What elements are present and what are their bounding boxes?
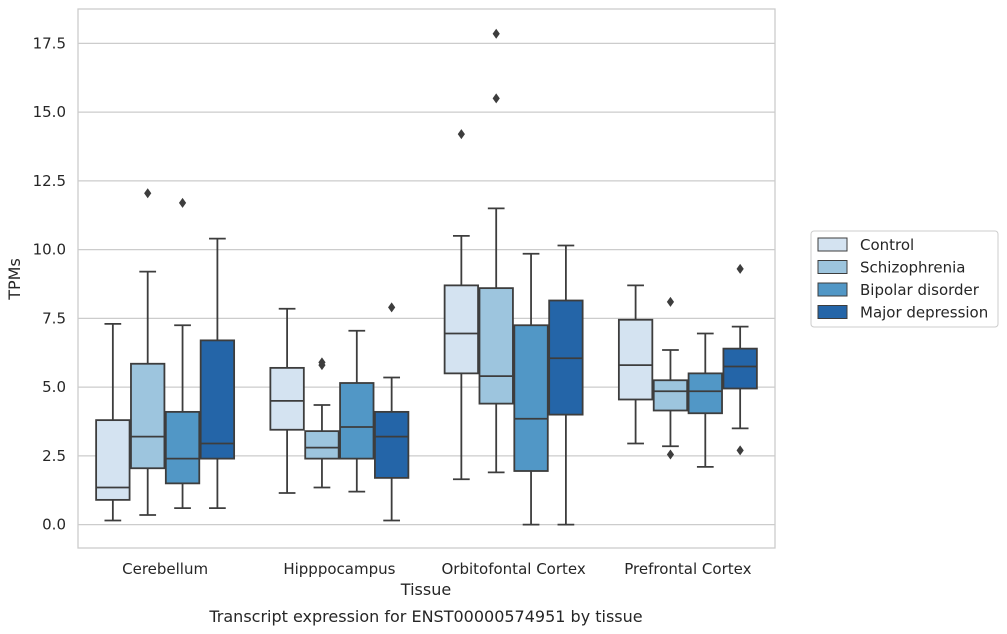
box-3-4 (687, 332, 723, 468)
legend-label: Control (860, 236, 914, 254)
box-1-3 (443, 129, 479, 481)
box-4-1 (199, 237, 236, 510)
y-tick-label: 0.0 (42, 516, 66, 534)
outlier-point (457, 129, 465, 140)
box-3-1 (164, 197, 201, 510)
y-tick-label: 5.0 (42, 378, 66, 396)
outlier-point (178, 197, 187, 208)
box (374, 410, 410, 479)
box-3-3 (513, 252, 549, 526)
legend-label: Major depression (860, 304, 988, 322)
y-tick-label: 10.0 (33, 241, 66, 259)
legend-label: Schizophrenia (860, 259, 965, 277)
y-axis-title: TPMs (5, 258, 24, 301)
y-tick-label: 12.5 (33, 172, 66, 190)
box-4-3 (548, 244, 584, 526)
outlier-point (736, 263, 744, 274)
outlier-point (318, 357, 326, 368)
legend-swatch (817, 237, 848, 252)
outlier-point (736, 445, 744, 456)
x-axis-title: Tissue (400, 580, 451, 599)
legend: Control Schizophrenia Bipolar disorder Majo… (810, 230, 999, 328)
box-2-1 (130, 188, 166, 516)
legend-frame (810, 230, 999, 328)
x-tick-labels: Cerebellum Hipppocampus Orbitofontal Corte… (122, 560, 751, 578)
legend-swatch (817, 282, 848, 297)
x-tick-label: Prefrontal Cortex (624, 560, 751, 578)
box-1-2 (269, 307, 305, 494)
box (95, 419, 131, 501)
box (304, 430, 340, 460)
outlier-point (388, 302, 396, 313)
y-tick-label: 15.0 (33, 103, 66, 121)
box-1-1 (95, 322, 131, 522)
outlier-point (144, 188, 152, 199)
x-tick-label: Cerebellum (122, 560, 208, 578)
legend-swatch (817, 260, 848, 274)
box-3-2 (339, 329, 375, 493)
box-2-4 (652, 296, 689, 460)
plot-frame (77, 8, 776, 549)
chart-caption: Transcript expression for ENST0000057495… (208, 607, 642, 626)
box (443, 284, 479, 375)
box-groups (95, 28, 758, 526)
box-1-4 (617, 284, 654, 445)
y-tick-label: 7.5 (42, 309, 66, 327)
box (687, 372, 723, 415)
box (652, 379, 689, 412)
box (339, 382, 375, 460)
box (478, 287, 514, 405)
box (269, 366, 305, 431)
outlier-point (666, 296, 675, 307)
y-tick-label: 17.5 (33, 34, 66, 52)
box (130, 362, 166, 470)
y-tick-labels: 0.0 2.5 5.0 7.5 10.0 12.5 15.0 17.5 (33, 34, 66, 533)
x-tick-label: Orbitofontal Cortex (442, 560, 586, 578)
y-tick-label: 2.5 (42, 447, 66, 465)
legend-label: Bipolar disorder (860, 281, 980, 299)
box-2-2 (304, 357, 340, 489)
box-4-2 (374, 302, 410, 522)
box (513, 324, 549, 472)
outlier-point (492, 93, 500, 104)
x-tick-label: Hipppocampus (283, 560, 395, 578)
box (722, 347, 758, 390)
outlier-point (492, 28, 500, 39)
box (199, 339, 236, 460)
box-2-3 (478, 28, 514, 474)
box (164, 410, 201, 485)
box (617, 318, 654, 401)
box-4-4 (722, 263, 758, 456)
outlier-point (666, 449, 675, 460)
legend-swatch (817, 305, 848, 319)
